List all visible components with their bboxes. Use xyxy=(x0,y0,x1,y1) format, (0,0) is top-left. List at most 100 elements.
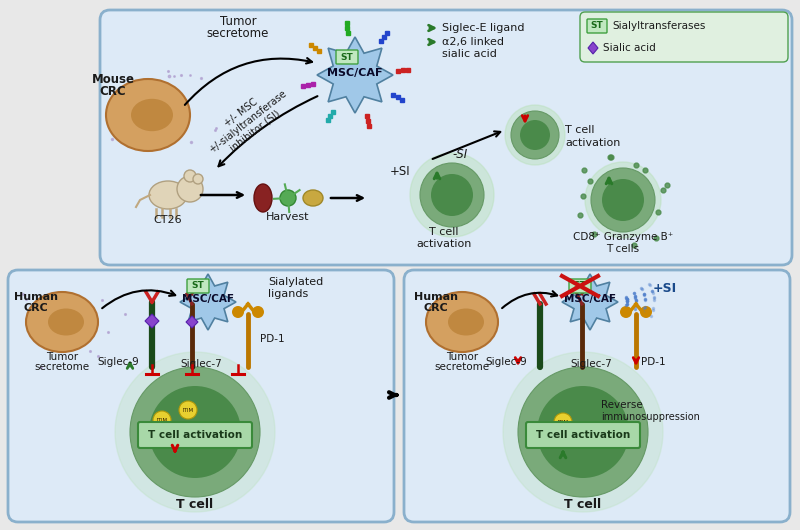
Polygon shape xyxy=(186,316,198,328)
Text: CRC: CRC xyxy=(424,303,448,313)
Ellipse shape xyxy=(106,79,190,151)
Text: -SI: -SI xyxy=(452,148,467,161)
Text: Harvest: Harvest xyxy=(266,212,310,222)
Circle shape xyxy=(591,168,655,232)
Circle shape xyxy=(602,179,644,221)
Text: MSC/CAF: MSC/CAF xyxy=(182,294,234,304)
Text: Sialylated: Sialylated xyxy=(268,277,323,287)
Text: Human: Human xyxy=(14,292,58,302)
Text: secretome: secretome xyxy=(434,362,490,372)
Circle shape xyxy=(232,306,244,318)
Text: ligands: ligands xyxy=(268,289,308,299)
Circle shape xyxy=(410,153,494,237)
Text: MSC/CAF: MSC/CAF xyxy=(564,294,616,304)
Circle shape xyxy=(640,306,652,318)
Text: +SI: +SI xyxy=(653,282,677,295)
Ellipse shape xyxy=(149,181,187,209)
Text: CRC: CRC xyxy=(24,303,48,313)
Text: CRC: CRC xyxy=(100,85,126,98)
Circle shape xyxy=(420,163,484,227)
Text: T cells: T cells xyxy=(606,244,639,254)
Ellipse shape xyxy=(426,292,498,352)
Text: Siglec-E ligand: Siglec-E ligand xyxy=(442,23,525,33)
Text: Siglec-9: Siglec-9 xyxy=(97,357,138,367)
Circle shape xyxy=(554,413,572,431)
Text: Siglec-7: Siglec-7 xyxy=(180,359,222,369)
Text: α2,6 linked: α2,6 linked xyxy=(442,37,504,47)
Ellipse shape xyxy=(448,308,484,335)
Text: ITIM: ITIM xyxy=(558,420,569,425)
FancyBboxPatch shape xyxy=(587,19,607,33)
Text: +/- MSC
+/-sialyltransferase
inhibitor (SI): +/- MSC +/-sialyltransferase inhibitor (… xyxy=(200,80,296,164)
Polygon shape xyxy=(588,42,598,54)
Text: Siglec-7: Siglec-7 xyxy=(570,359,612,369)
Circle shape xyxy=(149,386,241,478)
Text: ST: ST xyxy=(574,281,586,290)
Circle shape xyxy=(153,411,171,429)
Circle shape xyxy=(252,306,264,318)
Ellipse shape xyxy=(131,99,173,131)
Text: Tumor: Tumor xyxy=(220,15,256,28)
Circle shape xyxy=(280,190,296,206)
Text: +SI: +SI xyxy=(390,165,410,178)
FancyBboxPatch shape xyxy=(100,10,792,265)
Circle shape xyxy=(505,105,565,165)
Circle shape xyxy=(520,120,550,150)
Text: Tumor: Tumor xyxy=(46,352,78,362)
Text: Mouse: Mouse xyxy=(91,73,134,86)
Polygon shape xyxy=(317,37,393,113)
Text: Human: Human xyxy=(414,292,458,302)
Circle shape xyxy=(585,162,661,238)
Text: secretome: secretome xyxy=(207,27,269,40)
Circle shape xyxy=(179,401,197,419)
Text: secretome: secretome xyxy=(34,362,90,372)
Text: CT26: CT26 xyxy=(154,215,182,225)
Text: T cell: T cell xyxy=(565,125,594,135)
Text: T cell: T cell xyxy=(177,498,214,511)
Ellipse shape xyxy=(48,308,84,335)
Text: Siglec-9: Siglec-9 xyxy=(485,357,526,367)
Text: T cell: T cell xyxy=(565,498,602,511)
Text: Sialic acid: Sialic acid xyxy=(603,43,656,53)
Circle shape xyxy=(511,111,559,159)
Circle shape xyxy=(130,367,260,497)
Text: Sialyltransferases: Sialyltransferases xyxy=(612,21,706,31)
Text: activation: activation xyxy=(565,138,620,148)
Circle shape xyxy=(431,174,473,216)
Circle shape xyxy=(620,306,632,318)
Circle shape xyxy=(115,352,275,512)
Circle shape xyxy=(184,170,196,182)
Text: T cell activation: T cell activation xyxy=(148,430,242,440)
FancyBboxPatch shape xyxy=(138,422,252,448)
FancyBboxPatch shape xyxy=(404,270,790,522)
Ellipse shape xyxy=(303,190,323,206)
FancyBboxPatch shape xyxy=(187,279,209,293)
Text: ST: ST xyxy=(341,52,354,61)
Text: T cell activation: T cell activation xyxy=(536,430,630,440)
FancyBboxPatch shape xyxy=(569,279,591,293)
Text: CD8⁺ Granzyme B⁺: CD8⁺ Granzyme B⁺ xyxy=(573,232,673,242)
Ellipse shape xyxy=(254,184,272,212)
Text: PD-1: PD-1 xyxy=(641,357,666,367)
Polygon shape xyxy=(145,314,159,328)
Circle shape xyxy=(518,367,648,497)
Text: ST: ST xyxy=(590,22,603,31)
Circle shape xyxy=(537,386,629,478)
Ellipse shape xyxy=(26,292,98,352)
Text: activation: activation xyxy=(416,239,472,249)
Circle shape xyxy=(177,176,203,202)
Text: ST: ST xyxy=(192,281,204,290)
FancyBboxPatch shape xyxy=(580,12,788,62)
Circle shape xyxy=(503,352,663,512)
Text: sialic acid: sialic acid xyxy=(442,49,497,59)
Text: ITIM: ITIM xyxy=(182,408,194,412)
Circle shape xyxy=(193,174,203,184)
Text: ITIM: ITIM xyxy=(157,418,167,422)
Text: Reverse: Reverse xyxy=(601,400,642,410)
FancyBboxPatch shape xyxy=(526,422,640,448)
Polygon shape xyxy=(562,274,618,330)
Text: MSC/CAF: MSC/CAF xyxy=(327,68,382,78)
Polygon shape xyxy=(180,274,236,330)
FancyBboxPatch shape xyxy=(8,270,394,522)
FancyBboxPatch shape xyxy=(336,50,358,64)
